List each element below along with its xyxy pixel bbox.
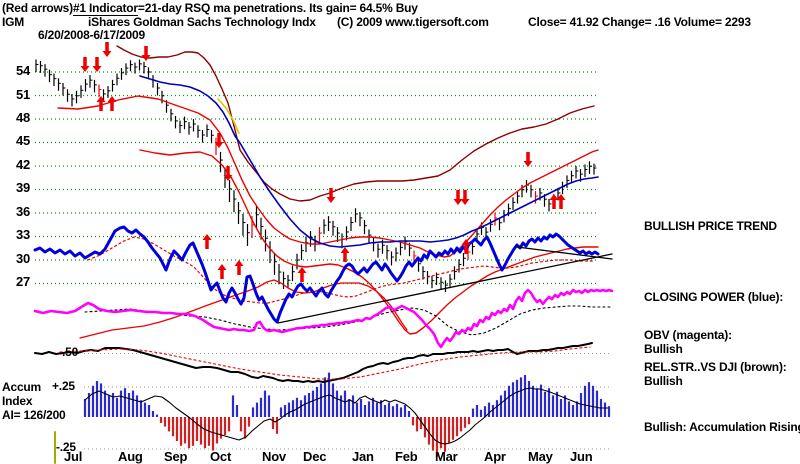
accum-title: Accum: [2, 380, 42, 394]
month-label: Jun: [570, 449, 593, 464]
closing-power-line: [33, 225, 600, 324]
month-label: Oct: [210, 449, 232, 464]
month-label: Mar: [435, 449, 458, 464]
yellow-ma-line: [217, 98, 240, 134]
y-axis-label: 48: [15, 110, 30, 125]
y-axis-label: 51: [15, 87, 30, 102]
buy-arrow-icon: [297, 267, 307, 273]
sell-arrow-icon: [80, 66, 90, 72]
y-axis-label: 27: [15, 274, 30, 289]
obv-line: [33, 288, 614, 349]
closing-power-annotation: CLOSING POWER (blue):: [644, 290, 784, 304]
buy-arrow-icon: [549, 194, 559, 200]
red-arc-line: [79, 279, 408, 339]
price-trend-annotation: BULLISH PRICE TREND: [644, 219, 777, 233]
buy-arrow-icon: [461, 239, 471, 245]
date-range: 6/20/2008-6/17/2009: [38, 28, 145, 42]
red-band-line: [139, 149, 599, 335]
y-axis-label: 33: [15, 227, 30, 242]
month-label: Jan: [352, 449, 374, 464]
obv-status: Bullish: [644, 342, 683, 356]
trendline-falling: [516, 246, 613, 260]
month-label: Dec: [303, 449, 327, 464]
quote-summary: Close= 41.92 Change= .16 Volume= 2293: [528, 15, 751, 29]
header-line1-prefix: (Red arrows): [2, 1, 73, 15]
buy-arrow-icon: [217, 264, 227, 270]
month-label: Jul: [64, 449, 83, 464]
blue-ma-line: [139, 75, 599, 248]
sell-arrow-icon: [223, 175, 233, 181]
sell-arrow-icon: [214, 142, 224, 148]
buy-arrow-icon: [556, 194, 566, 200]
header-line1-rest: =21-day RSQ ma penetrations. Its gain= 6…: [137, 1, 418, 15]
buy-arrow-icon: [340, 247, 350, 253]
accum-upper-level-label: +.25: [52, 379, 75, 393]
accum-signal-line: [84, 387, 609, 445]
accum-index-value: AI= 126/200: [2, 408, 66, 422]
month-label: May: [528, 449, 553, 464]
upper-envelope-line: [116, 45, 595, 202]
copyright: (C) 2009 www.tigersoft.com: [337, 15, 489, 29]
y-axis-label: 36: [15, 204, 30, 219]
instrument-name: iShares Goldman Sachs Technology Indx: [88, 15, 316, 29]
header-indicator-name: #1 Indicator: [72, 1, 138, 16]
buy-arrow-icon: [96, 96, 106, 102]
month-label: Feb: [395, 449, 418, 464]
sell-arrow-icon: [523, 161, 533, 167]
buy-arrow-icon: [202, 234, 212, 240]
cp-red-dotted-ma: [87, 236, 595, 304]
trendline-rising: [277, 253, 613, 324]
y-axis-label: 45: [15, 133, 30, 148]
sell-arrow-icon: [92, 66, 102, 72]
header-line1: (Red arrows)#1 Indicator=21-day RSQ ma p…: [2, 1, 418, 16]
month-label: Sep: [164, 449, 188, 464]
rel-str-line: [34, 342, 593, 383]
sell-arrow-icon: [460, 199, 470, 205]
accum-lower-level-label: -.25: [56, 440, 76, 454]
sell-arrow-icon: [102, 51, 112, 57]
rel-str-level-label: .50: [62, 345, 79, 359]
accum-status-annotation: Bullish: Accumulation Rising: [644, 420, 800, 434]
sell-arrow-icon: [453, 199, 463, 205]
rel-str-dotted-ma: [59, 346, 591, 380]
month-label: Apr: [484, 449, 506, 464]
buy-arrow-icon: [234, 260, 244, 266]
sell-arrow-icon: [141, 55, 151, 61]
rel-str-annotation: REL.STR..VS DJI (brown):: [644, 360, 787, 374]
ticker-symbol: IGM: [2, 15, 25, 29]
y-axis-label: 54: [15, 63, 30, 78]
month-label: Aug: [118, 449, 143, 464]
y-axis-label: 39: [15, 180, 30, 195]
rel-str-status: Bullish: [644, 374, 683, 388]
sell-arrow-icon: [326, 197, 336, 203]
month-label: Nov: [262, 449, 286, 464]
buy-arrow-icon: [107, 96, 117, 102]
accum-title2: Index: [2, 394, 33, 408]
y-axis-label: 30: [15, 251, 30, 266]
y-axis-label: 42: [15, 157, 30, 172]
obv-annotation: OBV (magenta):: [644, 328, 732, 342]
